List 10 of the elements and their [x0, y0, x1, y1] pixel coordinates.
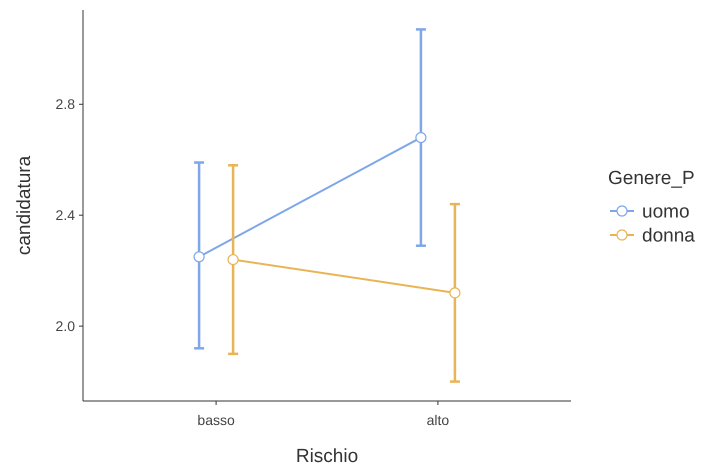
y-tick-label: 2.8 — [56, 96, 76, 112]
x-axis-title: Rischio — [296, 446, 358, 465]
legend-label: uomo — [642, 202, 690, 223]
x-tick-label: basso — [197, 412, 235, 428]
y-axis-title: candidatura — [14, 155, 35, 256]
legend-label: donna — [642, 226, 696, 247]
legend-title: Genere_P — [608, 168, 695, 189]
y-tick-label: 2.4 — [56, 207, 76, 224]
x-tick-label: alto — [426, 412, 450, 428]
y-tick-label: 2.0 — [56, 318, 76, 334]
